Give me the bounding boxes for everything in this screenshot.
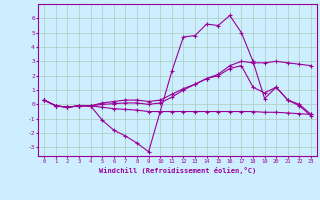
- X-axis label: Windchill (Refroidissement éolien,°C): Windchill (Refroidissement éolien,°C): [99, 167, 256, 174]
